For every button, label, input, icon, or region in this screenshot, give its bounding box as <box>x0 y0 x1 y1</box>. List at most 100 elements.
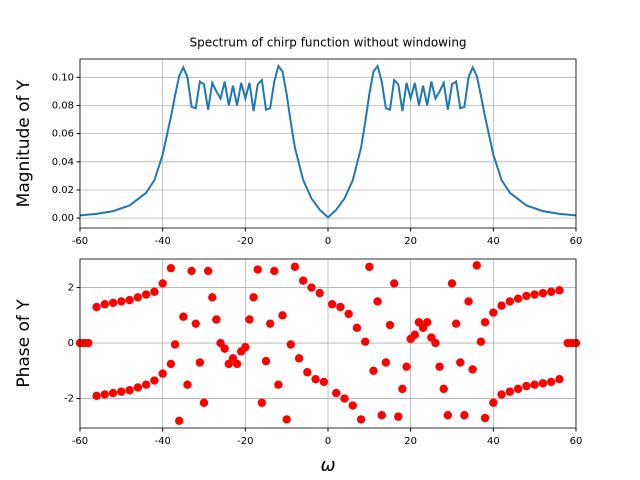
point <box>100 300 110 309</box>
point <box>385 320 395 330</box>
point <box>100 390 110 399</box>
point <box>365 262 374 271</box>
axes-frame <box>79 258 577 429</box>
point <box>245 315 254 324</box>
point <box>423 318 432 327</box>
y-tick-label: 2 <box>68 283 74 294</box>
y-tick-label: 0.04 <box>52 157 74 168</box>
point <box>373 297 382 306</box>
point <box>195 358 205 367</box>
x-tick-label: 60 <box>570 436 583 447</box>
y-tick-label: 0.06 <box>52 129 74 140</box>
point <box>166 263 176 273</box>
point <box>303 368 312 377</box>
point <box>530 380 539 389</box>
y-tick-label: 0.00 <box>52 213 74 224</box>
point <box>150 287 159 296</box>
point <box>332 388 341 398</box>
point <box>257 398 267 407</box>
point <box>270 266 279 276</box>
point <box>402 362 411 371</box>
point <box>220 344 229 353</box>
point <box>460 411 469 420</box>
point <box>381 358 391 367</box>
point <box>505 387 515 396</box>
point <box>133 293 143 302</box>
point <box>311 374 320 384</box>
point <box>84 338 93 348</box>
point <box>92 391 101 401</box>
x-tick-label: 0 <box>325 236 331 247</box>
point <box>307 283 316 292</box>
point <box>187 266 196 276</box>
point <box>369 366 378 376</box>
point <box>315 288 324 298</box>
x-tick-label: 20 <box>404 236 417 247</box>
point <box>555 374 564 384</box>
point <box>344 309 353 319</box>
point <box>175 416 184 425</box>
point <box>352 323 362 333</box>
x-tick-label: -40 <box>154 436 170 447</box>
y-axis-label: Phase of Y <box>14 299 34 388</box>
point <box>443 411 453 420</box>
point <box>327 300 337 309</box>
point <box>538 288 548 298</box>
point <box>261 356 271 366</box>
point <box>348 401 357 410</box>
point <box>394 412 403 421</box>
point <box>282 415 291 424</box>
point <box>497 390 506 399</box>
axes-frame <box>79 58 577 229</box>
x-tick-label: -60 <box>72 236 88 247</box>
y-tick-label: 0 <box>68 338 74 349</box>
x-tick-label: -20 <box>237 236 253 247</box>
x-tick-label: -20 <box>237 436 253 447</box>
point <box>513 294 523 303</box>
point <box>547 287 556 296</box>
point <box>497 301 506 310</box>
point <box>208 293 217 302</box>
point <box>92 302 101 312</box>
point <box>249 293 258 302</box>
point <box>555 286 564 295</box>
x-tick-label: -40 <box>154 236 170 247</box>
point <box>183 380 192 389</box>
x-tick-label: 40 <box>487 436 500 447</box>
point <box>398 384 407 394</box>
point <box>108 298 118 308</box>
point <box>191 319 200 328</box>
x-tick-label: 0 <box>325 436 331 447</box>
point <box>125 386 134 395</box>
point <box>489 398 498 407</box>
point <box>340 394 349 403</box>
x-tick-label: 20 <box>404 436 417 447</box>
point <box>241 343 250 352</box>
point <box>389 279 399 288</box>
point <box>133 383 143 392</box>
point <box>203 266 213 276</box>
point <box>480 318 490 327</box>
point <box>117 297 126 306</box>
point <box>435 362 444 371</box>
point <box>286 340 295 349</box>
point <box>451 319 461 328</box>
point <box>158 279 167 288</box>
point <box>439 384 448 394</box>
point <box>166 359 176 369</box>
point <box>158 369 167 378</box>
line-series <box>79 63 577 219</box>
point <box>212 315 221 324</box>
point <box>464 297 473 306</box>
point <box>265 319 275 328</box>
point <box>410 330 419 339</box>
point <box>530 290 539 299</box>
point <box>377 411 386 420</box>
y-tick-label: 0.08 <box>52 100 74 111</box>
point <box>179 312 188 321</box>
point <box>319 377 329 387</box>
point <box>290 262 300 271</box>
point <box>476 337 486 346</box>
chart-title: Spectrum of chirp function without windo… <box>189 36 466 50</box>
